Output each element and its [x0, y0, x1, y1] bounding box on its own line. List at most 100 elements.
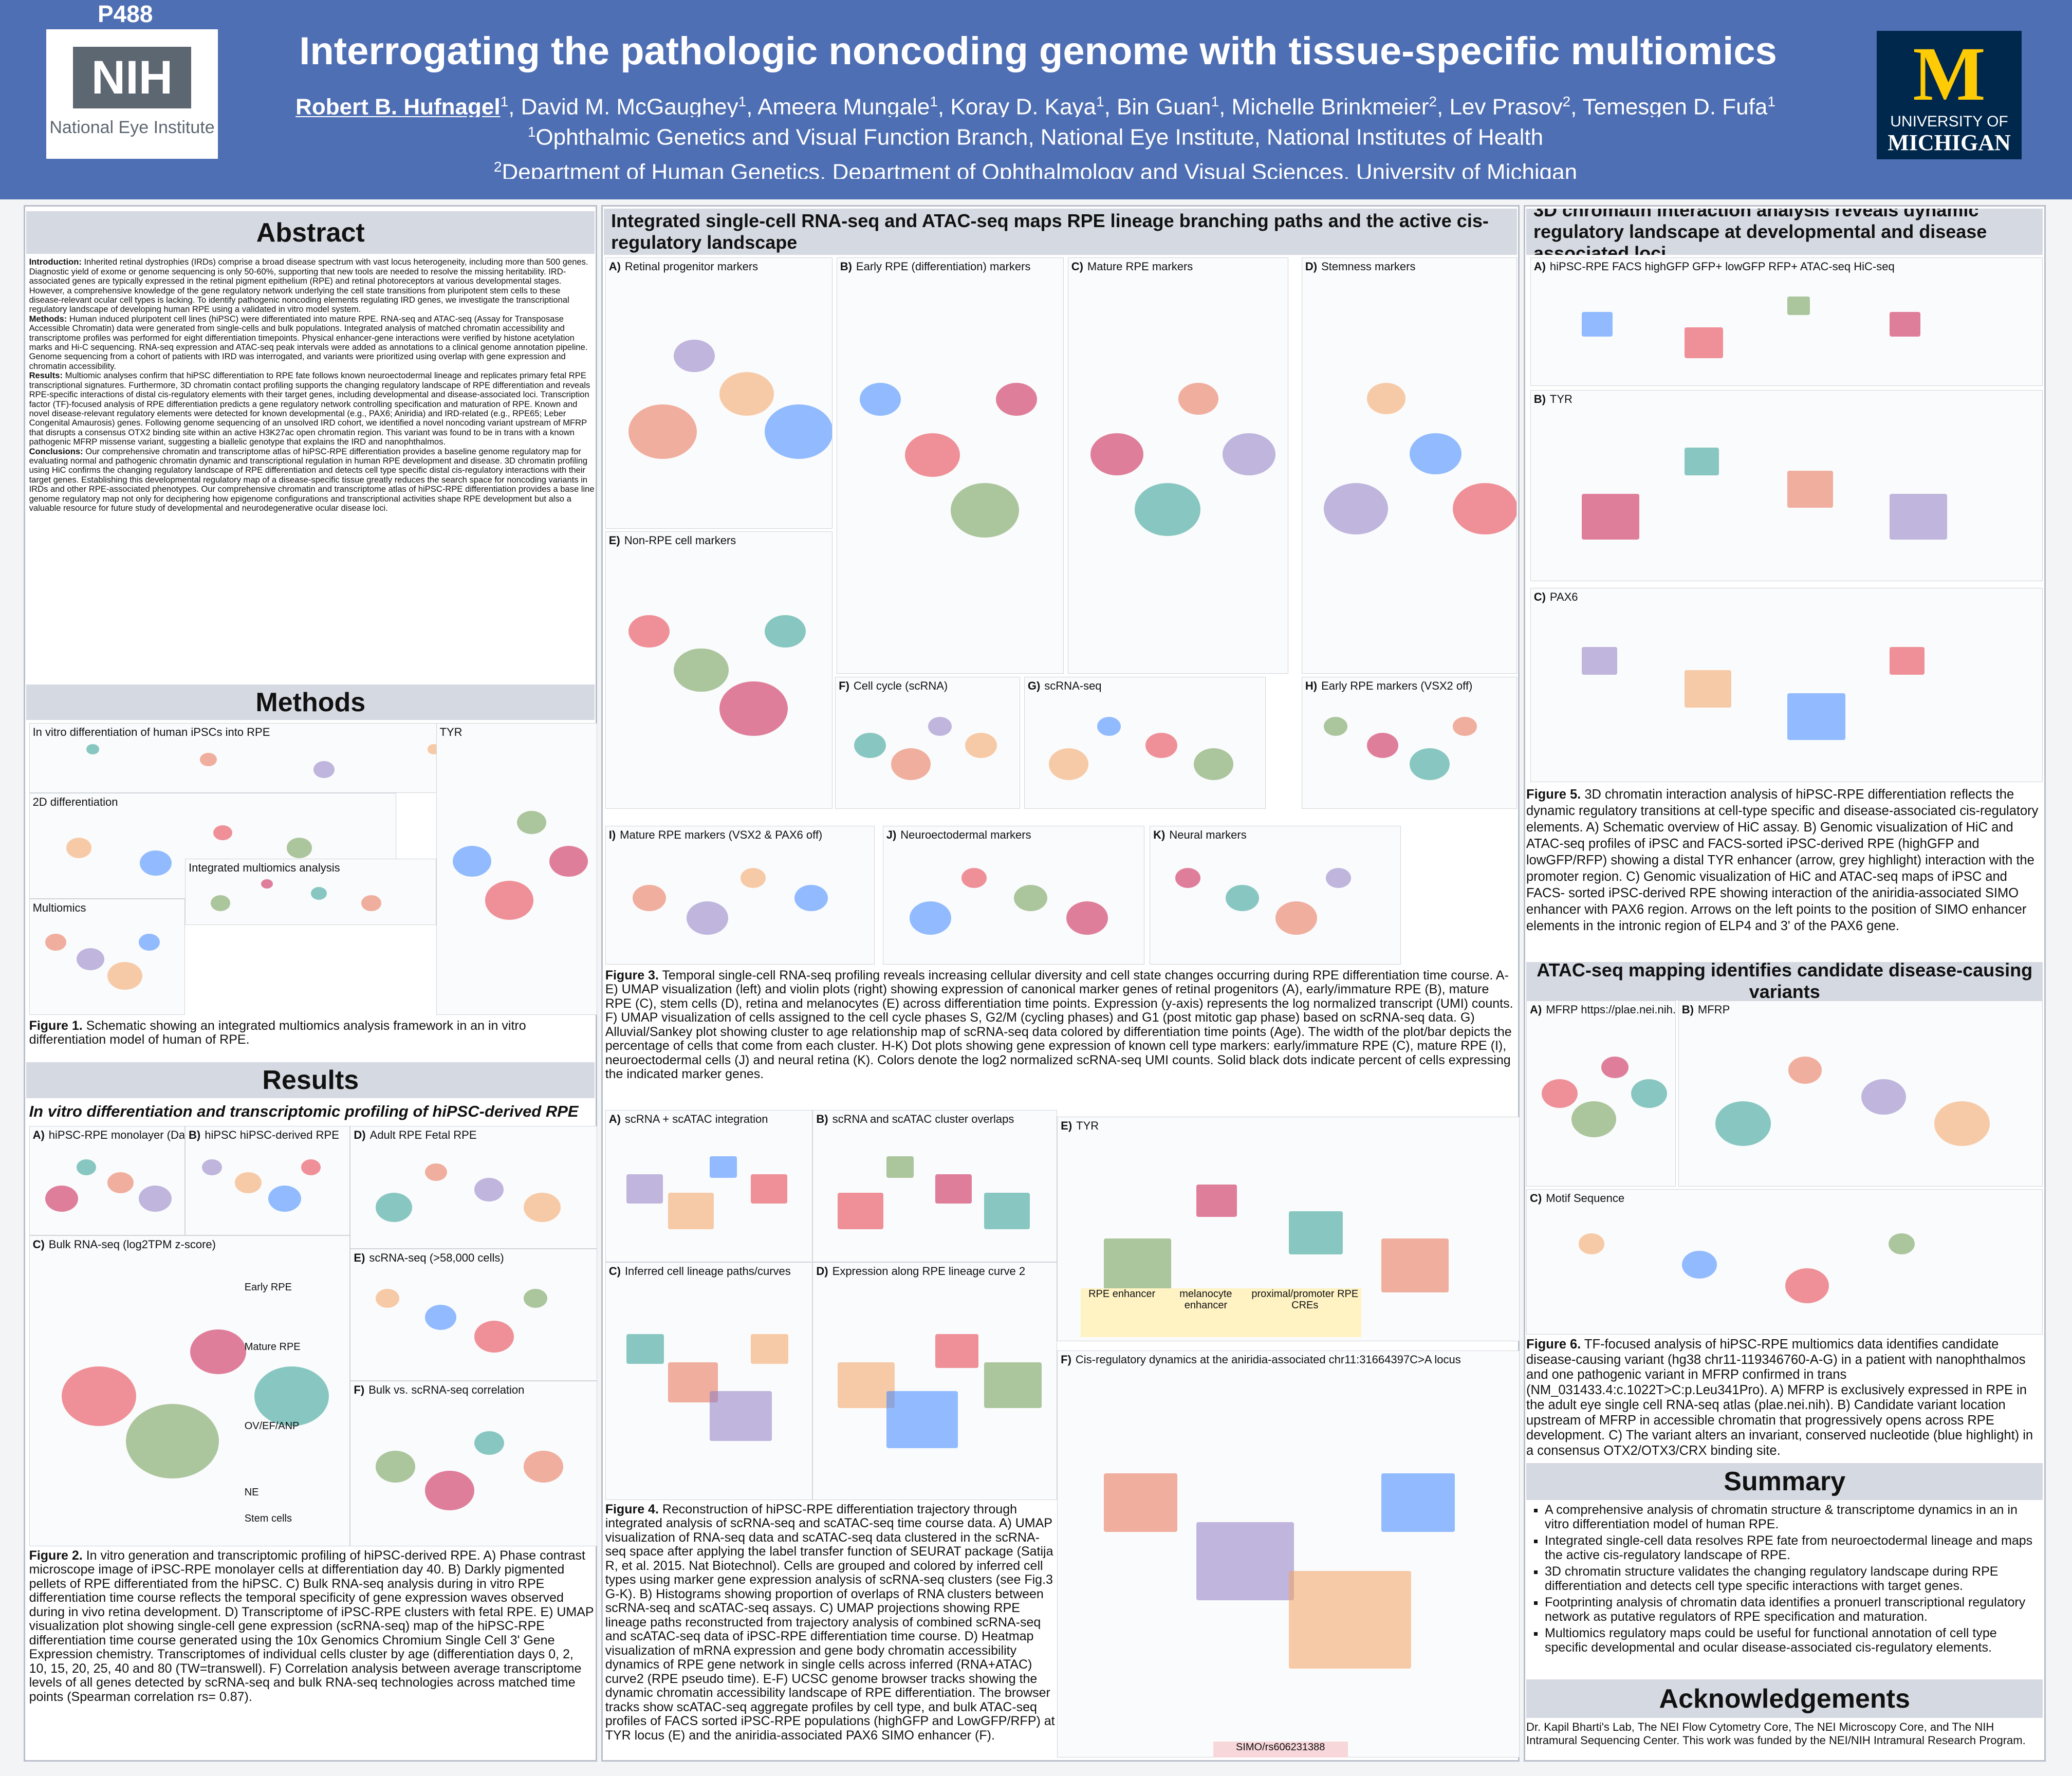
center-heading: Integrated single-cell RNA-seq and ATAC-… — [604, 209, 1517, 255]
panel-graphic — [311, 887, 327, 900]
figure-annotation: Early RPE — [244, 1282, 292, 1293]
panel-title: Inferred cell lineage paths/curves — [624, 1264, 791, 1278]
panel-letter: K) — [1153, 828, 1166, 842]
panel-letter: J) — [886, 828, 897, 842]
caption-label: Figure 2. — [29, 1548, 83, 1563]
panel-graphic — [1685, 327, 1723, 358]
summary-item: Integrated single-cell data resolves RPE… — [1545, 1533, 2043, 1562]
summary-item: Multiomics regulatory maps could be usef… — [1545, 1626, 2043, 1655]
panel-graphic — [1890, 646, 1925, 675]
panel-letter: E) — [1061, 1119, 1072, 1132]
panel-graphic — [313, 761, 335, 778]
panel-graphic — [474, 1178, 504, 1202]
panel-graphic — [76, 1159, 96, 1175]
panel-letter: D) — [816, 1264, 828, 1278]
panel-graphic — [375, 1192, 413, 1223]
abstract-paragraph: Introduction: Inherited retinal dystroph… — [29, 257, 595, 314]
panel-graphic — [140, 850, 172, 876]
panel-title: Bulk vs. scRNA-seq correlation — [368, 1383, 525, 1397]
author-affiliation: 2 — [1562, 94, 1571, 109]
panel-label: C) Inferred cell lineage paths/curves — [609, 1265, 791, 1278]
abstract-body: Multiomic analyses confirm that hiPSC di… — [29, 371, 590, 447]
author-name: , Temesgen D. Fufa — [1570, 94, 1768, 117]
figure-panel: C) PAX6 — [1530, 588, 2043, 783]
um-line1: UNIVERSITY OF — [1890, 113, 2008, 130]
affiliation: 2Department of Human Genetics, Departmen… — [154, 152, 1917, 179]
panel-graphic — [45, 934, 66, 951]
panel-title: Multiomics — [32, 901, 86, 914]
figure-panel: B) Early RPE (differentiation) markers — [836, 257, 1064, 674]
panel-graphic — [424, 1470, 475, 1510]
author-affiliation: 1 — [1211, 94, 1219, 109]
panel-title: scRNA and scATAC cluster overlaps — [832, 1113, 1014, 1125]
methods-heading: Methods — [26, 684, 595, 720]
author-affiliation: 1 — [500, 94, 509, 109]
panel-label: D) Adult RPE Fetal RPE — [354, 1128, 476, 1142]
panel-graphic — [1410, 748, 1450, 781]
panel-graphic — [765, 615, 806, 648]
figure-panel: Integrated multiomics analysis — [185, 859, 436, 925]
figure-panel: D) Adult RPE Fetal RPE — [350, 1125, 598, 1249]
panel-graphic — [517, 811, 546, 835]
panel-graphic — [674, 339, 715, 373]
panel-graphic — [709, 1156, 737, 1178]
panel-graphic — [474, 1320, 514, 1353]
panel-graphic — [996, 383, 1037, 416]
panel-graphic — [524, 1192, 561, 1223]
caption-label: Figure 5. — [1526, 787, 1581, 802]
figure-panel: B) MFRP — [1678, 1000, 2043, 1187]
panel-label: E) scRNA-seq (>58,000 cells) — [354, 1251, 504, 1265]
panel-graphic — [1890, 493, 1947, 540]
panel-graphic — [935, 1334, 978, 1368]
panel-graphic — [361, 895, 381, 911]
summary-heading: Summary — [1526, 1463, 2043, 1500]
panel-label: B) TYR — [1534, 393, 1572, 406]
figure-panel: F) Cell cycle (scRNA) — [835, 676, 1021, 809]
panel-title: Adult RPE Fetal RPE — [369, 1128, 477, 1141]
caption-text: Reconstruction of hiPSC-RPE differentiat… — [605, 1502, 1055, 1743]
panel-letter: F) — [354, 1383, 365, 1397]
affiliation-number: 1 — [527, 124, 536, 140]
panel-graphic — [1289, 1570, 1411, 1669]
panel-letter: C) — [1530, 1192, 1542, 1205]
panel-title: hiPSC-RPE FACS highGFP GFP+ lowGFP RFP+ … — [1549, 260, 1895, 273]
caption-label: Figure 4. — [605, 1502, 659, 1516]
panel-label: A) hiPSC-RPE FACS highGFP GFP+ lowGFP RFP… — [1534, 260, 1895, 273]
caption-text: Schematic showing an integrated multiomi… — [29, 1019, 526, 1047]
abstract-paragraph: Results: Multiomic analyses confirm that… — [29, 371, 595, 447]
panel-graphic — [138, 1186, 172, 1212]
panel-title: MFRP https://plae.nei.nih.gov — [1546, 1003, 1676, 1016]
panel-graphic — [709, 1391, 772, 1441]
panel-graphic — [1715, 1101, 1771, 1146]
panel-graphic — [633, 884, 666, 912]
panel-graphic — [1578, 1233, 1605, 1254]
panel-letter: A) — [1533, 260, 1546, 273]
panel-letter: B) — [1533, 392, 1546, 405]
figure-panel: I) Mature RPE markers (VSX2 & PAX6 off) — [605, 826, 875, 965]
figure-panel: B) hiPSC hiPSC-derived RPE — [185, 1125, 350, 1236]
panel-letter: G) — [1027, 679, 1041, 692]
panel-graphic — [1582, 312, 1613, 337]
panel-graphic — [107, 1172, 134, 1194]
figure3-caption: Figure 3. Temporal single-cell RNA-seq p… — [605, 969, 1517, 1107]
figure-panel: A) Retinal progenitor markers — [605, 257, 832, 529]
panel-letter: A) — [32, 1128, 45, 1141]
panel-label: B) scRNA and scATAC cluster overlaps — [816, 1113, 1014, 1126]
figure-annotation: SIMO/rs606231388 — [1213, 1742, 1348, 1757]
panel-graphic — [549, 846, 588, 877]
panel-title: Mature RPE markers — [1087, 260, 1193, 273]
panel-graphic — [1196, 1522, 1294, 1600]
panel-graphic — [935, 1174, 972, 1204]
author-affiliation: 1 — [1096, 94, 1104, 109]
panel-graphic — [961, 868, 987, 889]
panel-graphic — [751, 1174, 788, 1204]
abstract-label: Conclusions: — [29, 446, 83, 456]
abstract-text: Introduction: Inherited retinal dystroph… — [29, 257, 595, 678]
panel-label: A) MFRP https://plae.nei.nih.gov — [1530, 1003, 1676, 1016]
panel-title: In vitro differentiation of human iPSCs … — [32, 725, 270, 738]
panel-graphic — [45, 1186, 78, 1212]
panel-label: E) TYR — [1061, 1119, 1099, 1133]
affiliation-number: 2 — [493, 158, 502, 175]
badge: P488 — [98, 1, 153, 27]
